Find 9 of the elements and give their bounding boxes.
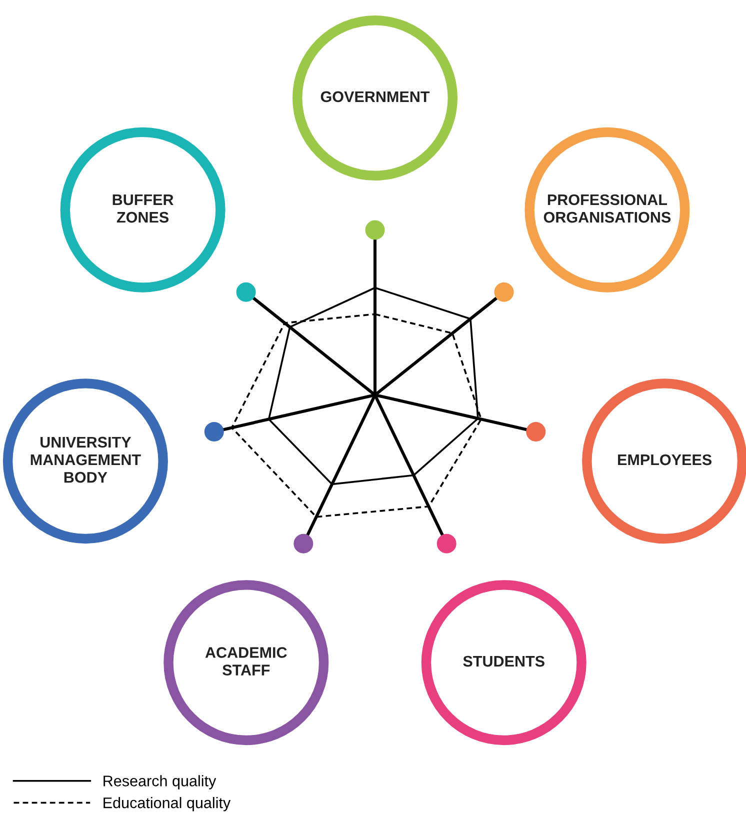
spoke-label: BUFFER ZONES	[112, 194, 174, 223]
spoke-label: UNIVERSITY MANAGEMENT BODY	[30, 436, 141, 483]
spoke-label: PROFESSIONAL ORGANISATIONS	[544, 194, 671, 223]
legend-label: Educational quality	[104, 797, 231, 812]
spoke-label: EMPLOYEES	[618, 454, 712, 466]
spoke-label: ACADEMIC STAFF	[205, 647, 287, 676]
spoke-label: STUDENTS	[463, 656, 544, 667]
legend-label: Research quality	[104, 775, 216, 790]
spoke-label: GOVERNMENT	[320, 91, 430, 102]
